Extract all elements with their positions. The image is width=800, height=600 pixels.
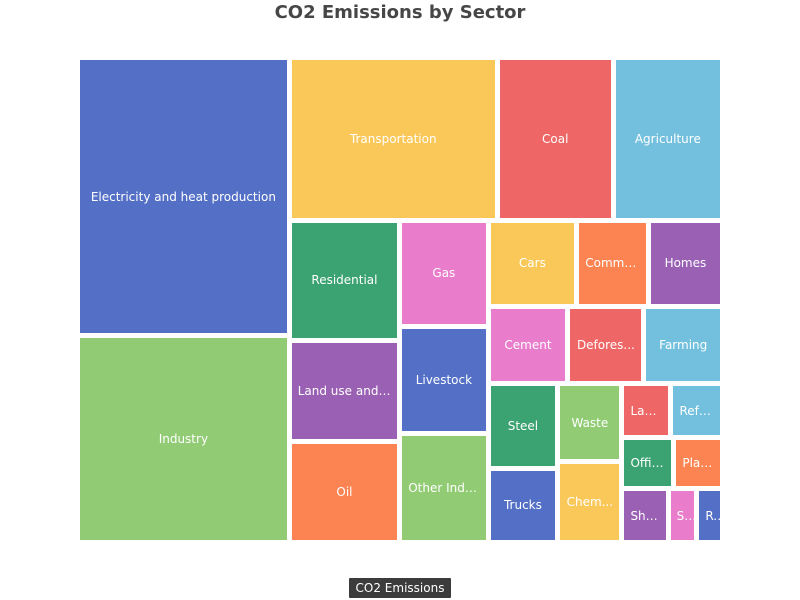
treemap-cell-label: Steel	[507, 419, 539, 433]
treemap-cell-residential[interactable]: Residential	[291, 222, 398, 338]
treemap-cell-label: Industry	[158, 432, 209, 447]
treemap-cell-trucks[interactable]: Trucks	[490, 470, 556, 540]
treemap-plot-area: Electricity and heat production Industry T…	[80, 60, 720, 540]
treemap-cell-label: Cement	[504, 338, 552, 353]
treemap-cell-oil[interactable]: Oil	[291, 443, 398, 540]
legend: CO2 Emissions	[0, 578, 800, 598]
treemap-cell-industry[interactable]: Industry	[80, 338, 287, 540]
treemap-cell-agriculture[interactable]: Agriculture	[615, 60, 720, 218]
treemap-cell-schools[interactable]: Schools	[670, 491, 695, 540]
treemap-cell-retail[interactable]: Re...	[699, 491, 720, 540]
treemap-cell-gas[interactable]: Gas	[402, 222, 486, 325]
treemap-cell-other-industry[interactable]: Other Industry	[402, 435, 486, 540]
treemap-cell-transportation[interactable]: Transportation	[291, 60, 495, 218]
chart-title: CO2 Emissions by Sector	[274, 2, 526, 23]
treemap-cell-chemicals[interactable]: Chem...	[560, 464, 620, 540]
treemap-cell-label: Oil	[336, 484, 353, 499]
treemap-cell-label: Reforestation	[679, 403, 720, 418]
treemap-cell-label: Coal	[542, 131, 569, 146]
treemap-cell-label: Commercial	[585, 256, 646, 271]
treemap-cell-label: Transportation	[349, 131, 437, 146]
treemap-cell-label: Residential	[311, 273, 378, 287]
treemap-cell-cement[interactable]: Cement	[490, 308, 566, 382]
treemap-cell-label: Land use and Fore...	[297, 383, 397, 398]
treemap-cell-homes[interactable]: Homes	[650, 222, 720, 304]
treemap-cell-plantations[interactable]: Plan...	[676, 440, 720, 487]
treemap-cell-label: Re...	[705, 508, 720, 523]
treemap-cell-label: Defores...	[576, 338, 635, 353]
treemap-cell-label: Waste	[571, 415, 609, 430]
treemap-cell-cars[interactable]: Cars	[490, 222, 575, 304]
treemap-cell-label: Livestock	[415, 372, 473, 387]
treemap-cell-label: Agriculture	[634, 131, 701, 146]
treemap-cell-label: Farming	[659, 338, 708, 353]
treemap-cell-label: Electricity and heat production	[90, 189, 276, 204]
treemap-cell-reforestation[interactable]: Reforestation	[673, 386, 720, 436]
treemap-cell-label: Other Industry	[408, 480, 485, 495]
treemap-cell-label: Ships	[630, 508, 663, 523]
legend-item-co2-emissions[interactable]: CO2 Emissions	[348, 578, 452, 598]
treemap-cell-coal[interactable]: Coal	[499, 60, 611, 218]
treemap-cell-label: Plan...	[682, 456, 720, 471]
treemap-cell-land-use-and-forestry[interactable]: Land use and Fore...	[291, 342, 398, 439]
treemap-cell-label: Gas	[432, 266, 456, 281]
treemap-cell-landfills[interactable]: Landfills	[624, 386, 669, 436]
treemap-cell-deforestation[interactable]: Defores...	[570, 308, 642, 382]
treemap-cell-livestock[interactable]: Livestock	[402, 329, 486, 431]
treemap-cell-offices[interactable]: Offices	[624, 440, 672, 487]
treemap-cell-waste[interactable]: Waste	[560, 386, 620, 460]
treemap-cell-farming[interactable]: Farming	[646, 308, 720, 382]
treemap-cell-label: Chem...	[566, 495, 614, 510]
treemap-cell-label: Cars	[518, 256, 546, 271]
treemap-cell-label: Trucks	[503, 498, 542, 513]
treemap-cell-ships[interactable]: Ships	[624, 491, 666, 540]
treemap-cell-label: Offices	[630, 456, 672, 471]
treemap-cell-label: Homes	[664, 256, 707, 271]
treemap-cell-electricity-and-heat-production[interactable]: Electricity and heat production	[80, 60, 287, 334]
treemap-cell-label: Schools	[676, 508, 695, 523]
treemap-cell-commercial[interactable]: Commercial	[579, 222, 646, 304]
treemap-cell-steel[interactable]: Steel	[490, 386, 556, 466]
treemap-cell-label: Landfills	[630, 403, 668, 418]
